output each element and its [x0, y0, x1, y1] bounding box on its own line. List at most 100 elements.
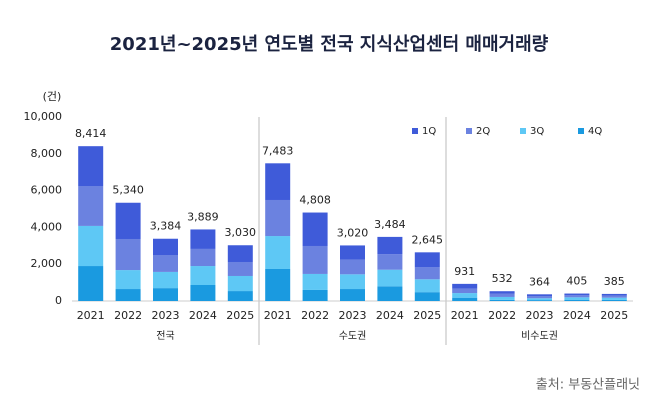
y-tick-label: 2,000 — [31, 257, 63, 270]
legend-label: 2Q — [476, 126, 490, 137]
bar-segment — [564, 293, 590, 296]
x-tick-label: 2022 — [488, 309, 516, 322]
bar-segment — [489, 291, 515, 294]
bar-segment — [601, 293, 627, 296]
y-tick-label: 0 — [55, 294, 62, 307]
bar-segment — [78, 225, 104, 267]
total-label: 3,484 — [374, 218, 406, 231]
bar-segment — [227, 291, 253, 301]
total-label: 405 — [566, 275, 587, 288]
bar-segment — [452, 297, 478, 301]
bar-segment — [601, 297, 627, 300]
bar-segment — [227, 261, 253, 276]
bar-segment — [489, 299, 515, 301]
bar-segment — [377, 254, 403, 270]
bar-segment — [527, 296, 552, 299]
x-tick-label: 2023 — [526, 309, 554, 322]
bar-segment — [227, 275, 253, 292]
bar-segment — [115, 289, 141, 301]
x-tick-label: 2023 — [152, 309, 180, 322]
bar-segment — [489, 296, 515, 300]
bar-segment — [78, 186, 104, 226]
bar-segment — [190, 248, 216, 267]
total-label: 3,030 — [225, 226, 257, 239]
x-tick-label: 2021 — [264, 309, 292, 322]
total-label: 4,808 — [299, 194, 331, 207]
y-tick-label: 6,000 — [31, 184, 63, 197]
bar-segment — [564, 295, 590, 298]
bar-segment — [414, 292, 440, 301]
x-tick-label: 2025 — [413, 309, 441, 322]
bar-segment — [564, 297, 590, 300]
chart-title: 2021년~2025년 연도별 전국 지식산업센터 매매거래량 — [110, 34, 549, 55]
bar-segment — [190, 266, 216, 285]
x-tick-label: 2024 — [563, 309, 591, 322]
bar-segment — [340, 245, 365, 260]
y-tick-label: 8,000 — [31, 147, 63, 160]
legend-label: 1Q — [422, 126, 436, 137]
bar-segment — [527, 300, 552, 301]
x-tick-label: 2022 — [114, 309, 142, 322]
source: 출처: 부동산플래닛 — [536, 378, 640, 393]
bar-segment — [564, 299, 590, 301]
legend-label: 3Q — [530, 126, 544, 137]
legend-swatch — [412, 128, 418, 134]
bar-segment — [302, 245, 328, 274]
y-tick-label: 4,000 — [31, 220, 63, 233]
bar-segment — [190, 229, 216, 249]
group-label: 수도권 — [339, 330, 367, 342]
total-label: 3,384 — [150, 220, 182, 233]
x-tick-label: 2024 — [376, 309, 404, 322]
bar-segment — [377, 286, 403, 301]
legend-swatch — [578, 128, 584, 134]
total-label: 3,889 — [187, 210, 219, 223]
legend-label: 4Q — [588, 126, 602, 137]
x-tick-label: 2022 — [301, 309, 329, 322]
unit-label: (건) — [43, 90, 62, 103]
bar-segment — [414, 252, 440, 268]
bar-segment — [78, 266, 104, 301]
bar-segment — [340, 289, 365, 301]
bar-segment — [153, 238, 178, 255]
bar-segment — [452, 283, 478, 289]
bar-segment — [302, 212, 328, 246]
legend-swatch — [466, 128, 472, 134]
total-label: 7,483 — [262, 144, 294, 157]
bar-segment — [340, 274, 365, 290]
bar-segment — [414, 279, 440, 293]
bar-segment — [265, 236, 291, 269]
bar-segment — [601, 295, 627, 298]
bar-segment — [302, 289, 328, 301]
y-tick-label: 10,000 — [24, 110, 63, 123]
bar-segment — [452, 293, 478, 298]
bar-segment — [153, 255, 178, 272]
total-label: 8,414 — [75, 127, 107, 140]
bar-segment — [452, 288, 478, 294]
bar-segment — [377, 236, 403, 255]
bar-segment — [265, 268, 291, 301]
total-label: 3,020 — [337, 226, 369, 239]
bar-segment — [153, 271, 178, 289]
bar-segment — [377, 269, 403, 287]
bar-segment — [265, 199, 291, 237]
bar-segment — [302, 273, 328, 290]
bar-segment — [115, 270, 141, 290]
x-tick-label: 2023 — [339, 309, 367, 322]
bar-segment — [115, 202, 141, 239]
x-tick-label: 2024 — [189, 309, 217, 322]
bar-segment — [414, 267, 440, 280]
bar-segment — [527, 294, 552, 297]
legend-swatch — [520, 128, 526, 134]
total-label: 931 — [454, 265, 475, 278]
bar-segment — [115, 238, 141, 271]
group-label: 전국 — [156, 330, 174, 342]
x-tick-label: 2021 — [451, 309, 479, 322]
x-tick-label: 2021 — [77, 309, 105, 322]
total-label: 385 — [604, 275, 625, 288]
bar-segment — [78, 146, 104, 186]
total-label: 364 — [529, 275, 550, 288]
bar-segment — [190, 284, 216, 301]
bar-segment — [265, 163, 291, 200]
bar-segment — [340, 259, 365, 275]
